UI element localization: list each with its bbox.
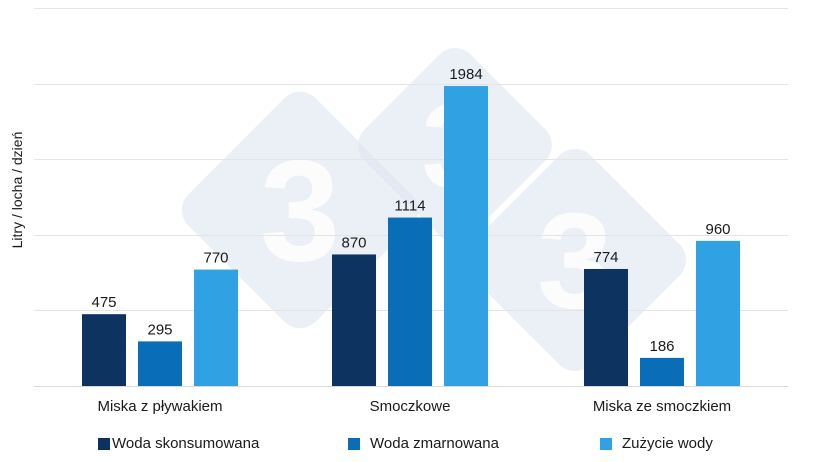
- bar: [444, 86, 488, 387]
- legend-swatch: [98, 438, 110, 450]
- value-labels: 475 295 770 870 1114 1984 774 186 960: [91, 66, 730, 355]
- watermark-digit: 3: [260, 130, 340, 291]
- data-label: 186: [649, 338, 674, 355]
- data-label: 774: [593, 249, 618, 266]
- bars: [82, 86, 740, 387]
- legend: Woda skonsumowana Woda zmarnowana Zużycie …: [98, 435, 713, 452]
- legend-label: Zużycie wody: [622, 435, 713, 452]
- y-axis-title: Litry / locha / dzień: [9, 132, 25, 249]
- bar: [332, 254, 376, 386]
- data-label: 1984: [449, 66, 482, 83]
- legend-label: Woda skonsumowana: [112, 435, 260, 452]
- data-label: 960: [705, 221, 730, 238]
- x-tick-label: Smoczkowe: [370, 398, 451, 415]
- legend-item: Woda skonsumowana: [98, 435, 260, 452]
- bar: [388, 217, 432, 386]
- x-tick-labels: Miska z pływakiem Smoczkowe Miska ze smocz…: [97, 398, 731, 415]
- x-tick-label: Miska ze smoczkiem: [593, 398, 731, 415]
- bar: [640, 357, 684, 386]
- legend-item: Woda zmarnowana: [348, 435, 500, 452]
- legend-label: Woda zmarnowana: [370, 435, 500, 452]
- bar: [138, 341, 182, 386]
- data-label: 475: [91, 294, 116, 311]
- x-tick-label: Miska z pływakiem: [97, 398, 222, 415]
- legend-swatch: [600, 438, 612, 450]
- bar: [696, 240, 740, 386]
- data-label: 1114: [394, 198, 425, 215]
- data-label: 870: [341, 234, 366, 251]
- bar: [584, 268, 628, 386]
- legend-swatch: [348, 438, 360, 450]
- bar: [82, 314, 126, 386]
- data-label: 770: [203, 250, 228, 267]
- bar: [194, 269, 238, 386]
- legend-item: Zużycie wody: [600, 435, 713, 452]
- data-label: 295: [147, 321, 172, 338]
